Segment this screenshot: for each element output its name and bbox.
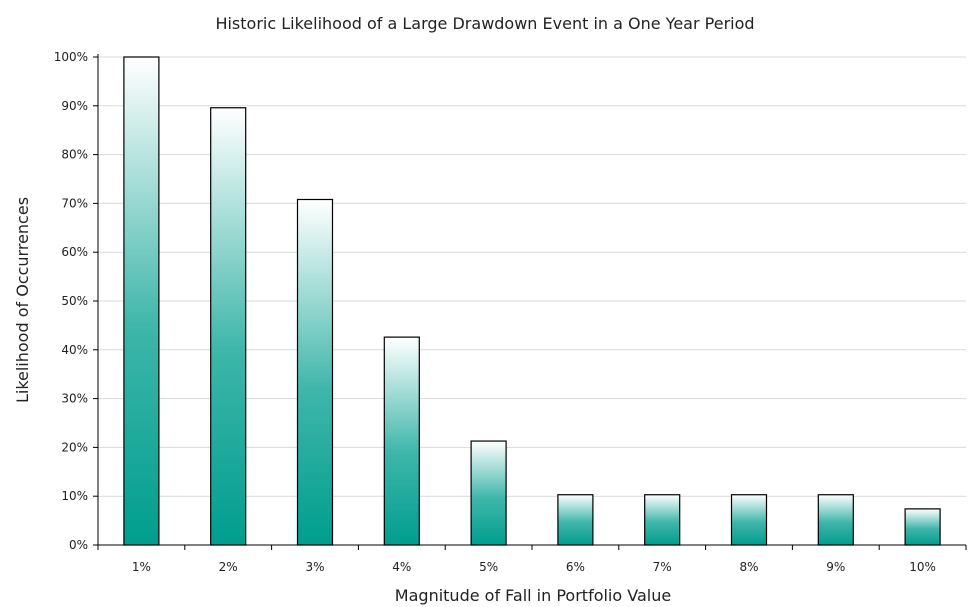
y-axis-ticks: 0% 10% 20% 30% 40% 50% 60% 70% 80% 90% 100% xyxy=(54,50,98,552)
y-tick-label: 90% xyxy=(61,99,88,113)
y-tick-label: 100% xyxy=(54,50,88,64)
bar-7pct xyxy=(644,494,681,546)
x-tick-label: 6% xyxy=(566,560,585,574)
y-tick-label: 30% xyxy=(61,392,88,406)
y-tick-label: 70% xyxy=(61,196,88,210)
bar-10pct xyxy=(904,508,941,546)
x-axis-ticks: 1% 2% 3% 4% 5% 6% 7% 8% 9% 10% xyxy=(97,545,967,574)
y-tick-label: 50% xyxy=(61,294,88,308)
x-axis-label: Magnitude of Fall in Portfolio Value xyxy=(395,586,671,605)
bar-5pct xyxy=(470,440,507,546)
y-tick-label: 80% xyxy=(61,148,88,162)
bar-4pct xyxy=(383,336,420,546)
x-tick-label: 9% xyxy=(826,560,845,574)
bar-1pct xyxy=(123,56,160,546)
bar-3pct xyxy=(296,198,334,546)
x-tick-label: 4% xyxy=(392,560,411,574)
y-tick-label: 0% xyxy=(69,538,88,552)
x-tick-label: 5% xyxy=(479,560,498,574)
y-tick-label: 20% xyxy=(61,440,88,454)
bar-6pct xyxy=(557,494,594,546)
x-tick-label: 2% xyxy=(219,560,238,574)
bar-9pct xyxy=(817,494,854,546)
bar-8pct xyxy=(730,494,768,546)
y-axis-label: Likelihood of Occurrences xyxy=(13,197,32,403)
x-tick-label: 10% xyxy=(909,560,936,574)
x-tick-label: 8% xyxy=(739,560,758,574)
y-tick-label: 40% xyxy=(61,343,88,357)
x-tick-label: 3% xyxy=(305,560,324,574)
y-tick-label: 60% xyxy=(61,245,88,259)
chart-title: Historic Likelihood of a Large Drawdown … xyxy=(215,14,754,33)
bar-2pct xyxy=(210,107,247,546)
x-tick-label: 7% xyxy=(653,560,672,574)
y-tick-label: 10% xyxy=(61,489,88,503)
x-tick-label: 1% xyxy=(132,560,151,574)
